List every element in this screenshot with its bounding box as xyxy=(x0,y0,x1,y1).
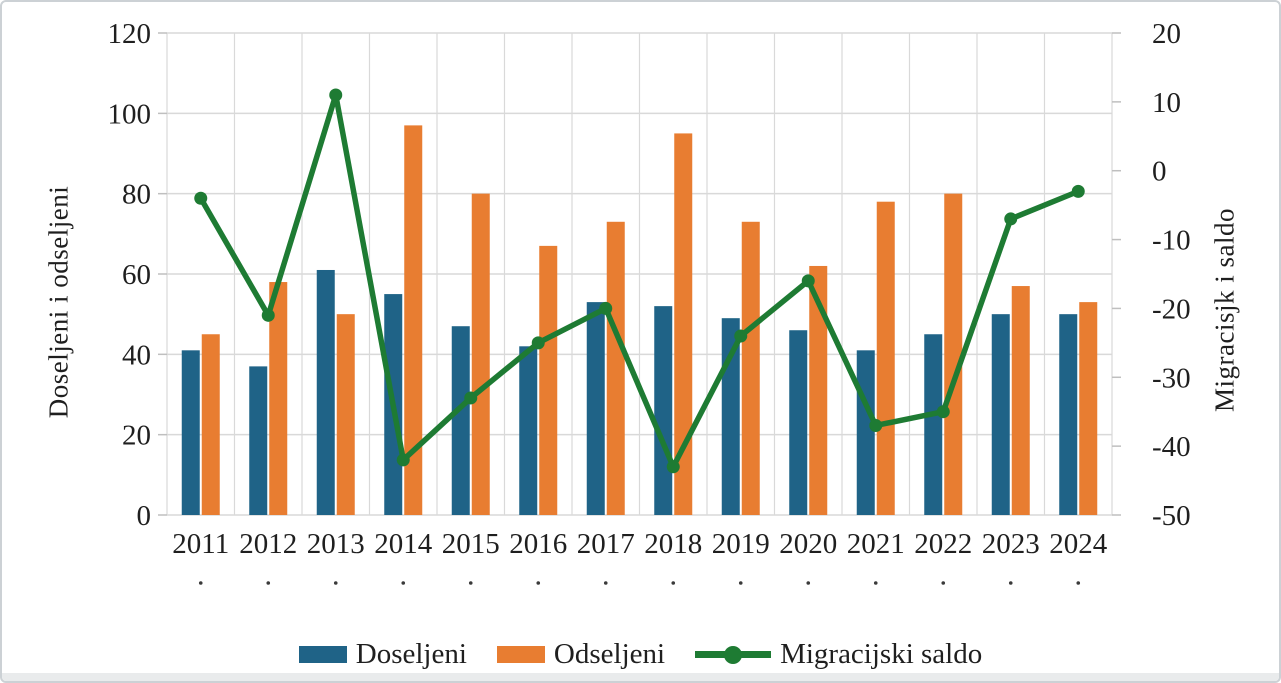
bar-odseljeni-2020 xyxy=(809,265,828,515)
x-axis-label: 2013 xyxy=(307,528,365,560)
bar-odseljeni-2017 xyxy=(606,221,625,516)
bar-odseljeni-2012 xyxy=(269,282,288,515)
legend-label-saldo: Migracijski saldo xyxy=(780,638,983,670)
x-axis-sub-label-dot xyxy=(401,581,406,585)
x-axis-label: 2015 xyxy=(442,528,500,560)
saldo-marker-2017 xyxy=(599,301,613,315)
saldo-marker-2012 xyxy=(261,308,275,322)
saldo-marker-2019 xyxy=(734,329,748,343)
legend-label-doseljeni: Doseljeni xyxy=(355,638,467,670)
x-axis-label: 2012 xyxy=(239,528,297,560)
saldo-marker-2011 xyxy=(194,191,208,205)
saldo-marker-2021 xyxy=(869,418,883,432)
x-axis-label: 2020 xyxy=(779,528,837,560)
left-axis-tick-label: 0 xyxy=(137,500,152,532)
saldo-marker-2022 xyxy=(936,405,950,419)
left-axis-tick-label: 100 xyxy=(108,98,152,130)
bar-doseljeni-2020 xyxy=(789,330,808,515)
left-axis-tick-label: 60 xyxy=(122,259,151,291)
legend-item-odseljeni: Odseljeni xyxy=(496,638,666,671)
right-axis-tick-label: -50 xyxy=(1152,500,1191,532)
right-axis-tick-label: -30 xyxy=(1152,362,1191,394)
right-axis-tick-label: 20 xyxy=(1152,18,1181,50)
bar-odseljeni-2016 xyxy=(539,245,558,515)
x-axis-label: 2023 xyxy=(982,528,1040,560)
legend-item-doseljeni: Doseljeni xyxy=(298,638,467,671)
x-axis-label: 2016 xyxy=(509,528,567,560)
saldo-marker-2015 xyxy=(464,391,478,405)
left-axis-tick-label: 120 xyxy=(108,18,152,50)
bar-doseljeni-2015 xyxy=(451,326,470,515)
x-axis-sub-label-dot xyxy=(603,581,608,585)
bar-doseljeni-2018 xyxy=(654,306,673,515)
saldo-marker-2024 xyxy=(1071,184,1085,198)
saldo-marker-2013 xyxy=(329,88,343,102)
right-axis-tick-label: -40 xyxy=(1152,431,1191,463)
bar-doseljeni-2011 xyxy=(181,350,200,515)
left-axis-tick-label: 20 xyxy=(122,420,151,452)
x-axis-label: 2017 xyxy=(577,528,635,560)
bar-odseljeni-2021 xyxy=(876,201,895,515)
bottom-edge-strip xyxy=(2,673,1279,681)
x-axis-label: 2014 xyxy=(374,528,433,560)
x-axis-sub-label-dot xyxy=(198,581,203,585)
bar-doseljeni-2016 xyxy=(519,346,538,515)
legend-swatch-doseljeni xyxy=(298,646,347,663)
right-axis-tick-label: -20 xyxy=(1152,293,1191,325)
bar-odseljeni-2024 xyxy=(1079,302,1098,515)
right-axis-title: Migracisjk i saldo xyxy=(1209,208,1240,412)
right-axis-tick-label: 0 xyxy=(1152,156,1167,188)
x-axis-sub-label-dot xyxy=(671,581,676,585)
left-axis-tick-label: 80 xyxy=(122,179,151,211)
right-axis-tick-label: -10 xyxy=(1152,225,1191,257)
saldo-marker-2018 xyxy=(666,460,680,474)
bar-odseljeni-2022 xyxy=(944,193,963,515)
bar-odseljeni-2011 xyxy=(201,334,220,515)
bar-odseljeni-2014 xyxy=(404,125,423,515)
legend-line-marker-icon xyxy=(695,645,772,664)
x-axis-sub-label-dot xyxy=(941,581,946,585)
bar-doseljeni-2013 xyxy=(316,269,335,515)
bar-doseljeni-2017 xyxy=(586,302,605,515)
legend: Doseljeni Odseljeni Migracijski saldo xyxy=(2,638,1279,671)
bar-odseljeni-2023 xyxy=(1011,286,1030,515)
bar-odseljeni-2013 xyxy=(336,314,355,515)
saldo-line xyxy=(198,92,1081,470)
bar-doseljeni-2024 xyxy=(1059,314,1078,515)
legend-item-saldo: Migracijski saldo xyxy=(695,638,982,671)
x-axis-sub-label-dot xyxy=(806,581,811,585)
saldo-marker-2014 xyxy=(396,453,410,467)
bar-doseljeni-2022 xyxy=(924,334,943,515)
x-axis-sub-label-dot xyxy=(333,581,338,585)
x-axis-label: 2021 xyxy=(847,528,905,560)
x-axis-sub-label-dot xyxy=(873,581,878,585)
bar-odseljeni-2019 xyxy=(741,221,760,516)
saldo-marker-2020 xyxy=(801,274,815,288)
x-axis-label: 2011 xyxy=(172,528,229,560)
x-axis-label: 2022 xyxy=(914,528,972,560)
x-axis-sub-label-dot xyxy=(738,581,743,585)
x-axis-label: 2024 xyxy=(1049,528,1108,560)
x-axis-sub-label-dot xyxy=(266,581,271,585)
bar-doseljeni-2021 xyxy=(856,350,875,515)
x-axis-sub-label-dot xyxy=(536,581,541,585)
x-axis-sub-label-dot xyxy=(468,581,473,585)
bar-doseljeni-2023 xyxy=(991,314,1010,515)
bar-odseljeni-2018 xyxy=(674,133,693,515)
saldo-marker-2016 xyxy=(531,336,545,350)
x-axis-sub-label-dot xyxy=(1008,581,1013,585)
x-axis-label: 2018 xyxy=(644,528,702,560)
bar-odseljeni-2015 xyxy=(471,193,490,515)
left-axis-tick-label: 40 xyxy=(122,339,151,371)
bar-doseljeni-2012 xyxy=(249,366,268,515)
x-axis-label: 2019 xyxy=(712,528,770,560)
saldo-marker-2023 xyxy=(1004,212,1018,226)
right-axis-tick-label: 10 xyxy=(1152,87,1181,119)
left-axis-title: Doseljeni i odseljeni xyxy=(43,185,74,419)
x-axis-sub-label-dot xyxy=(1076,581,1081,585)
legend-label-odseljeni: Odseljeni xyxy=(553,638,666,670)
legend-swatch-odseljeni xyxy=(496,646,545,663)
